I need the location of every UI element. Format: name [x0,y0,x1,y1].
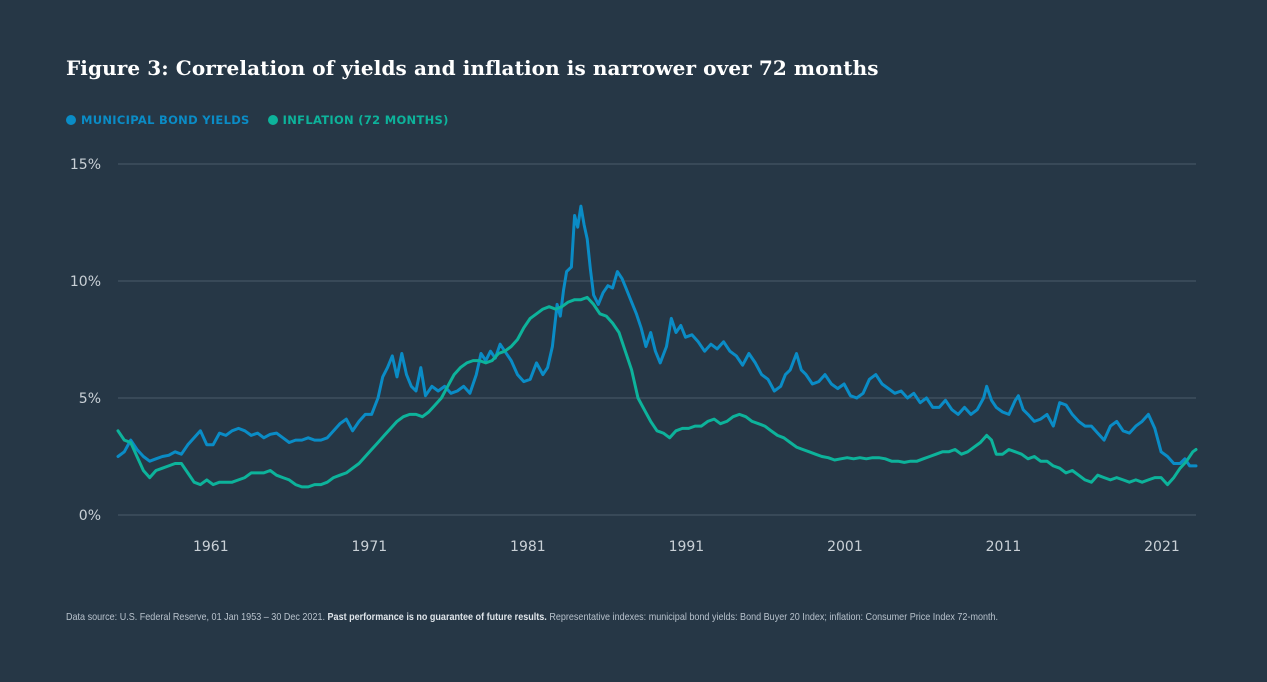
chart-legend: MUNICIPAL BOND YIELDS INFLATION (72 MONT… [66,113,449,127]
x-axis-ticks: 1961 1971 1981 1991 2001 2011 2021 [193,539,1180,555]
legend-label-inflation: INFLATION (72 MONTHS) [282,113,449,127]
gridlines [118,163,1196,516]
x-tick-label: 2011 [986,539,1022,555]
x-tick-label: 1991 [669,539,705,555]
y-tick-label: 0% [79,508,101,524]
footnote-disclaimer: Past performance is no guarantee of futu… [327,611,547,623]
series-lines [116,204,1198,489]
x-tick-label: 1971 [352,539,388,555]
legend-dot-muni-icon [66,115,76,125]
footnote-indexes: Representative indexes: municipal bond y… [546,611,999,623]
footnote-source: Data source: U.S. Federal Reserve, 01 Ja… [66,611,328,623]
legend-item-muni: MUNICIPAL BOND YIELDS [66,113,250,127]
legend-dot-inflation-icon [267,115,278,125]
y-tick-label: 15% [70,157,101,173]
y-tick-label: 10% [70,274,101,290]
series-line-inflation-72-months [116,295,1198,489]
y-tick-label: 5% [79,391,101,407]
x-tick-label: 1981 [510,539,546,555]
series-line-municipal-bond-yields [116,204,1198,468]
y-axis-ticks: 0% 5% 10% 15% [70,157,101,524]
legend-label-muni: MUNICIPAL BOND YIELDS [81,113,250,127]
x-tick-label: 2001 [827,539,863,555]
legend-item-inflation: INFLATION (72 MONTHS) [267,113,449,127]
chart-title: Figure 3: Correlation of yields and infl… [66,56,879,80]
x-tick-label: 1961 [193,539,229,555]
x-tick-label: 2021 [1144,539,1180,555]
footnote: Data source: U.S. Federal Reserve, 01 Ja… [66,611,998,623]
